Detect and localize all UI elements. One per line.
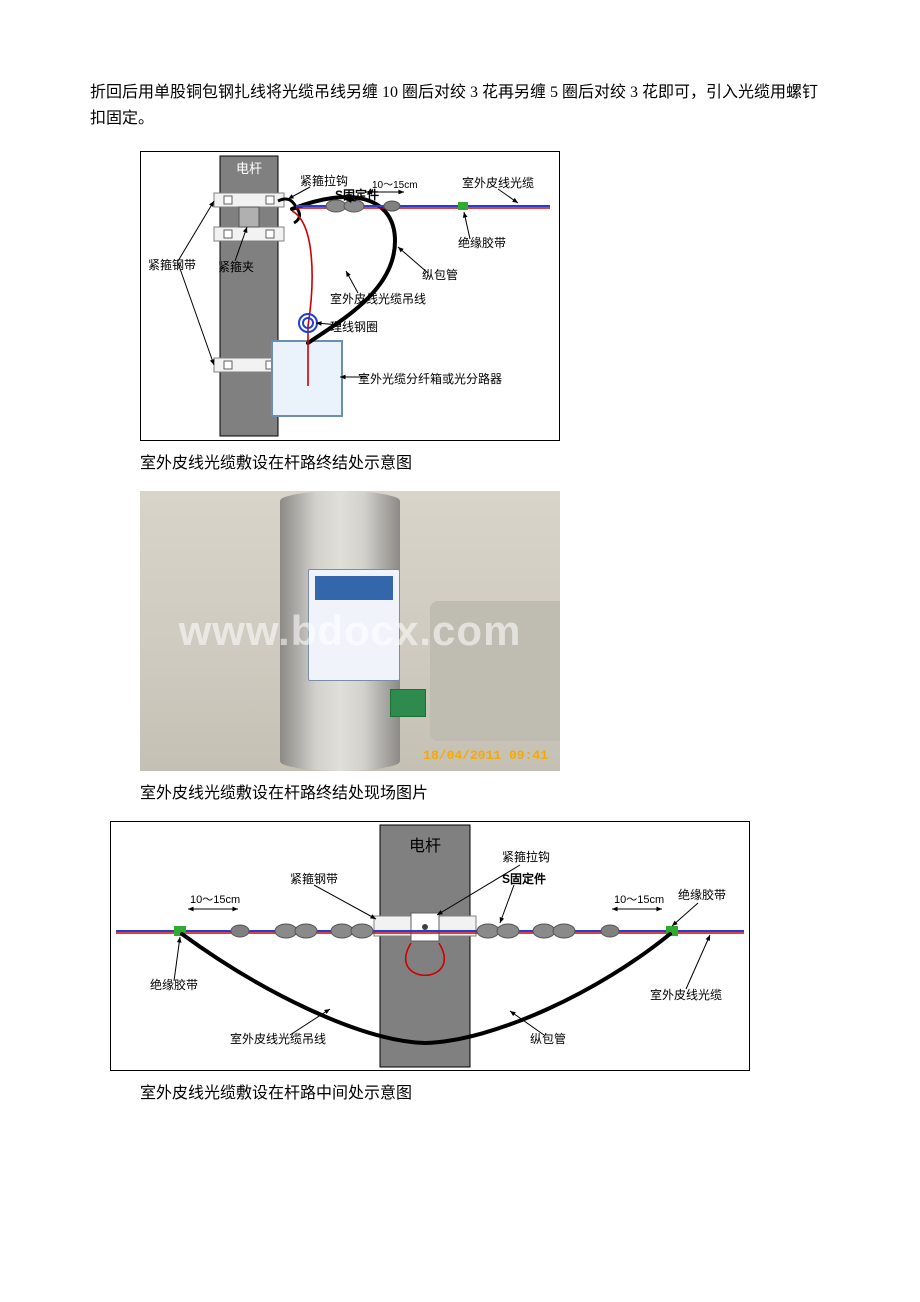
- body-paragraph: 折回后用单股铜包钢扎线将光缆吊线另缠 10 圈后对绞 3 花再另缠 5 圈后对绞…: [90, 80, 830, 131]
- watermark-text: www.bdocx.com: [179, 607, 522, 655]
- photo-timestamp: 18/04/2011 09:41: [423, 748, 548, 763]
- svg-text:纵包管: 纵包管: [530, 1031, 566, 1046]
- svg-text:紧箍钢带: 紧箍钢带: [148, 257, 196, 272]
- caption-diagram-terminal: 室外皮线光缆敷设在杆路终结处示意图: [140, 449, 830, 473]
- svg-text:室外皮线光缆: 室外皮线光缆: [650, 987, 722, 1002]
- svg-text:室外皮线光缆吊线: 室外皮线光缆吊线: [230, 1031, 326, 1046]
- caption-photo-terminal: 室外皮线光缆敷设在杆路终结处现场图片: [140, 779, 830, 803]
- svg-text:室外光缆分纤箱或光分路器: 室外光缆分纤箱或光分路器: [358, 371, 502, 386]
- svg-text:S固定件: S固定件: [335, 187, 379, 202]
- svg-text:紧箍夹: 紧箍夹: [218, 259, 254, 274]
- svg-text:S固定件: S固定件: [502, 871, 546, 886]
- svg-text:纵包管: 纵包管: [422, 267, 458, 282]
- svg-text:电杆: 电杆: [409, 837, 441, 855]
- photo-terminal: www.bdocx.com 18/04/2011 09:41: [140, 491, 830, 771]
- svg-text:紧箍拉钩: 紧箍拉钩: [502, 849, 550, 864]
- svg-text:10～15cm: 10～15cm: [190, 894, 240, 906]
- svg-text:电杆: 电杆: [236, 161, 262, 176]
- svg-text:室外皮线光缆吊线: 室外皮线光缆吊线: [330, 291, 426, 306]
- caption-diagram-middle: 室外皮线光缆敷设在杆路中间处示意图: [140, 1079, 830, 1103]
- svg-text:理线钢圈: 理线钢圈: [330, 320, 378, 334]
- svg-text:室外皮线光缆: 室外皮线光缆: [462, 175, 534, 190]
- svg-text:绝缘胶带: 绝缘胶带: [458, 235, 506, 250]
- diagram-middle: 电杆10～15cm10～15cm紧箍拉钩S固定件紧箍钢带绝缘胶带绝缘胶带室外皮线…: [110, 821, 830, 1071]
- diagram-terminal: 电杆10～15cm紧箍拉钩S固定件室外皮线光缆绝缘胶带纵包管室外皮线光缆吊线理线…: [140, 151, 830, 441]
- svg-text:紧箍拉钩: 紧箍拉钩: [300, 173, 348, 188]
- svg-text:紧箍钢带: 紧箍钢带: [290, 871, 338, 886]
- svg-text:绝缘胶带: 绝缘胶带: [678, 887, 726, 902]
- svg-text:10～15cm: 10～15cm: [614, 894, 664, 906]
